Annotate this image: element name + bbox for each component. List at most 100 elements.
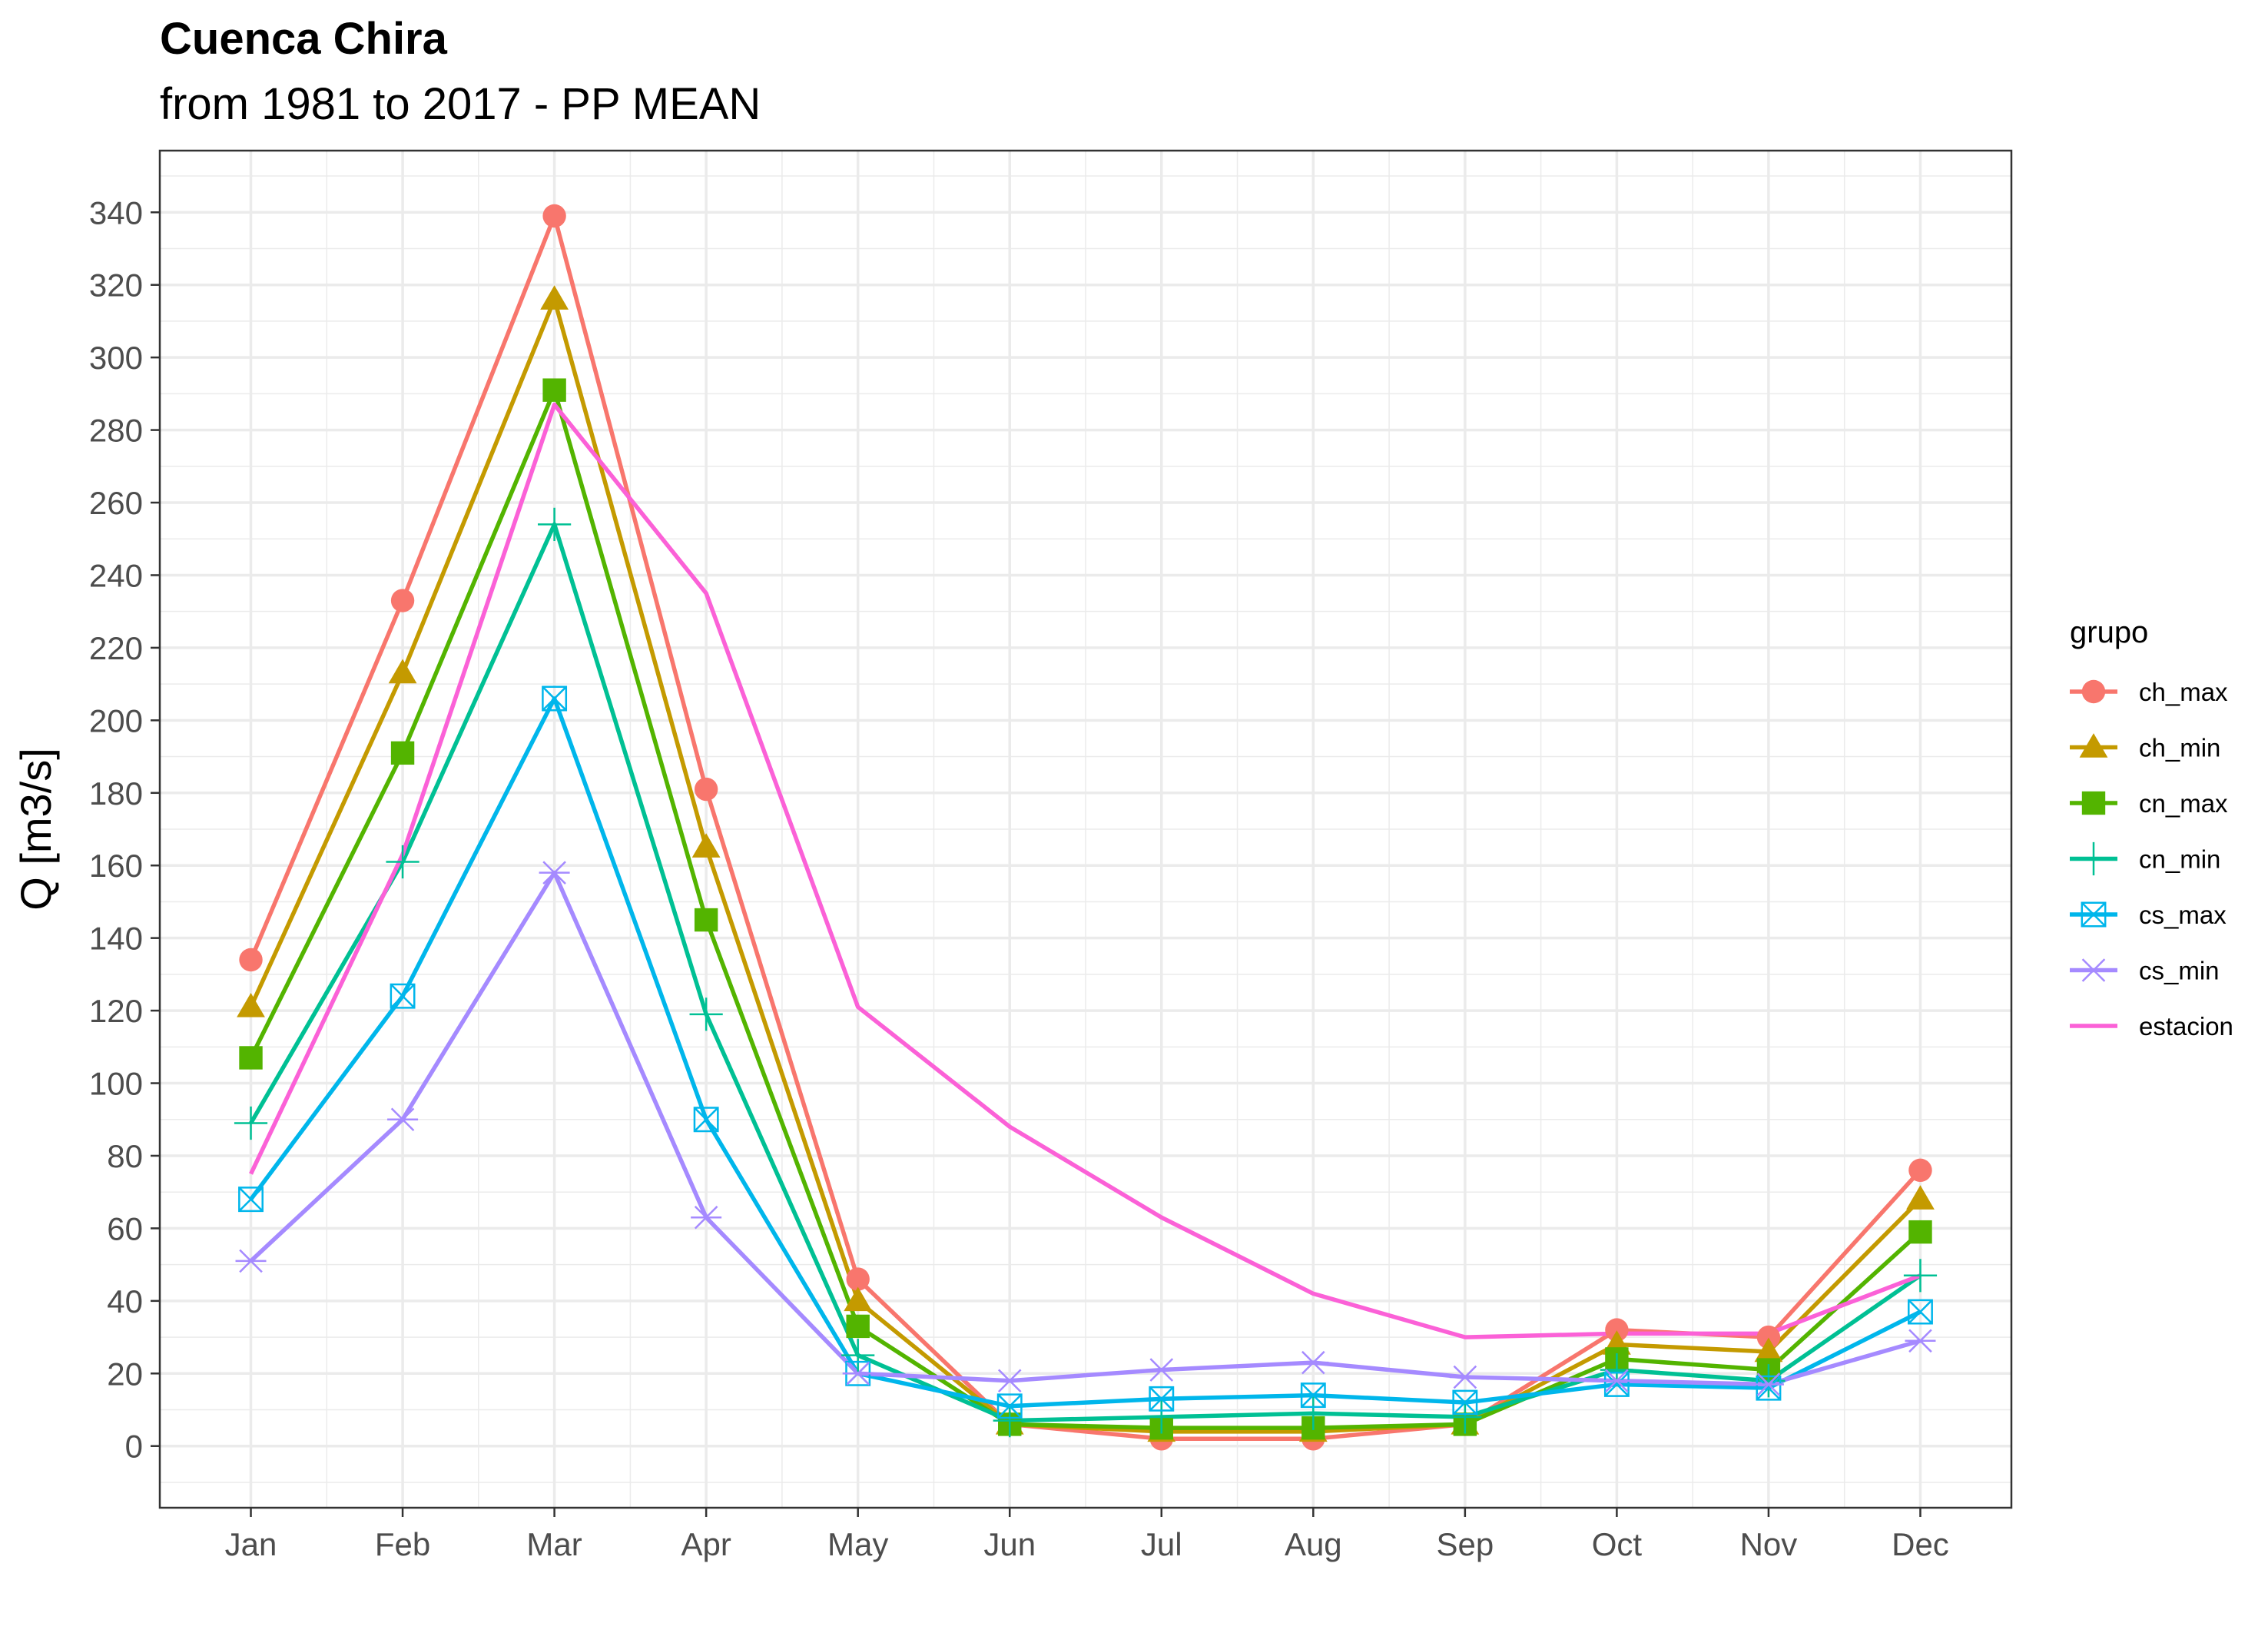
data-point bbox=[2081, 679, 2106, 704]
data-point bbox=[1149, 1386, 1175, 1412]
data-point bbox=[1146, 1358, 1177, 1382]
x-tick-label: Feb bbox=[375, 1526, 430, 1562]
grid-major bbox=[160, 151, 2011, 1508]
data-point bbox=[841, 1339, 875, 1372]
data-point bbox=[2077, 841, 2110, 876]
y-tick-label: 40 bbox=[107, 1283, 143, 1319]
data-point bbox=[235, 1249, 267, 1273]
data-point bbox=[239, 948, 263, 972]
plot-panel-border bbox=[158, 149, 2013, 1509]
data-point bbox=[1754, 1337, 1783, 1362]
series-line-cs_min bbox=[249, 870, 1922, 1387]
data-point bbox=[1298, 1350, 1329, 1375]
series-markers-cn_min bbox=[234, 507, 1938, 1438]
data-point bbox=[1448, 1400, 1482, 1434]
data-point bbox=[542, 204, 566, 228]
legend-item-cs_max: cs_max bbox=[2070, 901, 2227, 929]
y-tick-label: 0 bbox=[125, 1429, 143, 1465]
series-markers-cs_min bbox=[235, 861, 1936, 1396]
data-point bbox=[1908, 1158, 1932, 1183]
data-point bbox=[1905, 1329, 1936, 1353]
x-tick-label: Oct bbox=[1592, 1526, 1643, 1562]
data-point bbox=[1752, 1372, 1784, 1396]
data-point bbox=[1601, 1369, 1633, 1393]
y-axis: 0 20 40 60 80 100 120 140 160 180 200 220 240 260 280 3… bbox=[89, 194, 160, 1465]
legend-item-estacion: estacion bbox=[2070, 1012, 2233, 1041]
data-point bbox=[694, 777, 718, 802]
data-point bbox=[1603, 1372, 1630, 1397]
data-point bbox=[1908, 1299, 1933, 1325]
data-point bbox=[689, 997, 723, 1031]
data-point bbox=[1296, 1396, 1330, 1430]
x-tick-label: Dec bbox=[1892, 1526, 1949, 1562]
x-tick-label: Apr bbox=[681, 1526, 731, 1562]
y-tick-label: 80 bbox=[107, 1138, 143, 1174]
legend-label: cs_max bbox=[2139, 901, 2227, 929]
grid-minor bbox=[160, 151, 2011, 1508]
x-tick-label: Nov bbox=[1740, 1526, 1798, 1562]
data-point bbox=[1452, 1389, 1478, 1416]
data-point bbox=[390, 741, 415, 765]
data-point bbox=[2081, 901, 2107, 928]
x-axis: Jan Feb Mar Apr May Jun Jul Aug Sep Oct Nov Dec bbox=[225, 1508, 1949, 1562]
data-point bbox=[996, 1393, 1023, 1419]
y-tick-label: 180 bbox=[89, 775, 143, 812]
y-tick-label: 100 bbox=[89, 1066, 143, 1102]
data-point bbox=[1908, 1220, 1932, 1244]
y-tick-label: 260 bbox=[89, 485, 143, 521]
legend-item-cn_min: cn_min bbox=[2070, 841, 2220, 876]
data-point bbox=[846, 1267, 870, 1291]
y-tick-label: 60 bbox=[107, 1210, 143, 1246]
series-markers-cs_max bbox=[238, 685, 1933, 1419]
legend-item-ch_max: ch_max bbox=[2070, 678, 2228, 706]
y-tick-label: 280 bbox=[89, 413, 143, 449]
data-point bbox=[1756, 1325, 1781, 1349]
data-point bbox=[542, 685, 568, 712]
data-point bbox=[538, 507, 572, 541]
series-line-estacion bbox=[249, 402, 1922, 1339]
x-tick-label: Aug bbox=[1285, 1526, 1342, 1562]
data-point bbox=[1605, 1318, 1629, 1342]
data-point bbox=[387, 1107, 419, 1132]
legend: grupo ch_max ch_min cn_max cn_min cs_max cs_m… bbox=[2070, 616, 2233, 1041]
series-line-ch_max bbox=[248, 214, 1922, 1442]
x-tick-label: Sep bbox=[1436, 1526, 1494, 1562]
data-point bbox=[993, 1404, 1026, 1438]
x-tick-label: Jul bbox=[1141, 1526, 1182, 1562]
y-tick-label: 20 bbox=[107, 1356, 143, 1392]
data-point bbox=[390, 589, 415, 612]
data-point bbox=[1756, 1375, 1782, 1401]
data-point bbox=[238, 1187, 264, 1213]
y-tick-label: 300 bbox=[89, 340, 143, 376]
x-tick-label: Jun bbox=[983, 1526, 1036, 1562]
legend-label: cn_max bbox=[2139, 789, 2228, 818]
data-point bbox=[388, 659, 417, 684]
x-tick-label: May bbox=[827, 1526, 888, 1562]
y-tick-label: 320 bbox=[89, 267, 143, 304]
series-line-cn_max bbox=[249, 387, 1922, 1430]
x-tick-label: Mar bbox=[526, 1526, 582, 1562]
legend-label: cs_min bbox=[2139, 957, 2220, 985]
data-point bbox=[994, 1369, 1026, 1393]
series-line-cs_max bbox=[249, 696, 1922, 1409]
legend-label: estacion bbox=[2139, 1012, 2233, 1041]
data-point bbox=[691, 833, 721, 858]
data-point bbox=[694, 908, 718, 932]
data-point bbox=[540, 285, 569, 310]
y-tick-label: 200 bbox=[89, 702, 143, 739]
y-tick-label: 140 bbox=[89, 921, 143, 957]
data-point bbox=[239, 1046, 263, 1070]
y-axis-title: Q [m3/s] bbox=[12, 748, 60, 911]
x-tick-label: Jan bbox=[225, 1526, 277, 1562]
data-point bbox=[237, 992, 265, 1017]
y-tick-label: 220 bbox=[89, 630, 143, 666]
data-point bbox=[842, 1362, 874, 1386]
data-point bbox=[234, 1106, 268, 1140]
chart-subtitle: from 1981 to 2017 - PP MEAN bbox=[160, 79, 761, 129]
data-point bbox=[2078, 958, 2109, 982]
legend-item-cs_min: cs_min bbox=[2070, 957, 2220, 985]
data-point bbox=[1449, 1365, 1480, 1389]
data-point bbox=[386, 845, 419, 879]
data-point bbox=[846, 1314, 870, 1339]
